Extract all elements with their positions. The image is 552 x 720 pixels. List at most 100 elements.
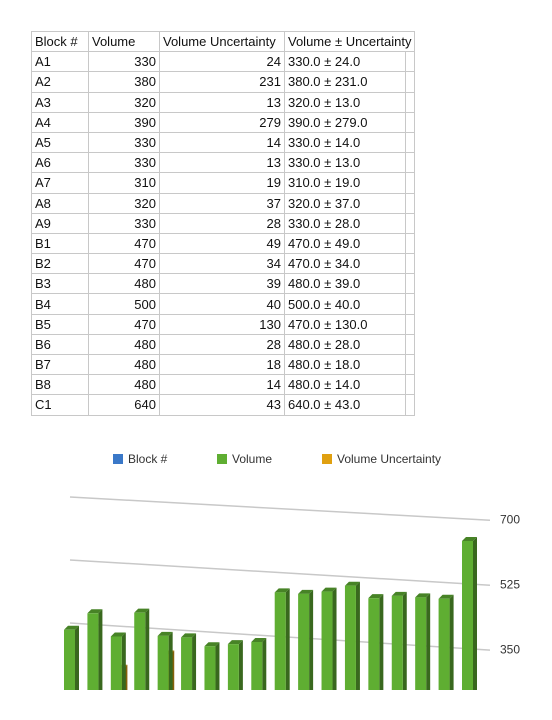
bar-front [204, 646, 216, 690]
bar-side [473, 536, 477, 690]
table-row: A7 310 19 310.0 ± 19.0 [31, 172, 416, 194]
table-cell: A7 [31, 172, 89, 194]
bar-side [121, 632, 126, 690]
bar-front [391, 595, 403, 690]
bar-side [168, 631, 173, 690]
table-row: A9 330 28 330.0 ± 28.0 [31, 212, 416, 234]
bar-top [298, 589, 314, 594]
plot-area [64, 496, 491, 690]
table-row: B7 480 18 480.0 ± 18.0 [31, 353, 416, 376]
bar-front [462, 540, 473, 690]
table-cell: B4 [31, 293, 89, 315]
bar-side [192, 633, 197, 690]
bar-front [344, 585, 356, 690]
legend-label: Volume [232, 452, 272, 466]
table-row: A4 390 279 390.0 ± 279.0 [31, 111, 416, 133]
y-tick-label: 350 [500, 642, 520, 656]
bar [415, 593, 431, 690]
table-cell: 470.0 ± 49.0 [284, 232, 406, 255]
bar-top [227, 640, 243, 645]
bar [391, 591, 407, 690]
bar-top [344, 581, 360, 586]
bar-side [75, 625, 79, 690]
bar-front [415, 597, 427, 690]
bar-side [309, 589, 314, 690]
bar-top [87, 609, 103, 614]
bar-front [87, 613, 99, 690]
bar-top [204, 642, 220, 647]
bar [134, 608, 150, 690]
table-cell: 390 [88, 111, 160, 133]
bar-front [64, 629, 75, 690]
bar-front [298, 593, 310, 690]
bar-top [64, 625, 79, 630]
bar-top [134, 608, 150, 613]
bar-side [426, 593, 431, 690]
bar [87, 609, 103, 690]
bar [110, 632, 126, 690]
bar-top [438, 594, 454, 599]
bar [462, 536, 477, 690]
table-cell: B5 [31, 313, 89, 335]
table-cell: 43 [159, 394, 285, 416]
bar-top [462, 536, 477, 541]
table-cell: B2 [31, 253, 89, 275]
bar-front [368, 598, 380, 690]
table-cell: A1 [31, 51, 89, 73]
table-cell: 49 [159, 232, 285, 255]
bar-side [238, 640, 243, 690]
bar-side [402, 591, 407, 690]
y-tick-label: 700 [500, 512, 520, 526]
bar [344, 581, 360, 690]
table-row: A8 320 37 320.0 ± 37.0 [31, 192, 416, 214]
table-row: B2 470 34 470.0 ± 34.0 [31, 253, 416, 275]
bar-front [438, 598, 450, 690]
table-cell: 470 [88, 313, 160, 335]
bar-front [134, 612, 146, 690]
legend-swatch [217, 454, 227, 464]
legend-label: Block # [128, 452, 168, 466]
table-cell [404, 394, 416, 416]
table-cell: 330 [88, 131, 160, 154]
bar-front [110, 636, 122, 690]
grid-line [69, 496, 491, 522]
table-cell: 330.0 ± 13.0 [284, 152, 406, 174]
bar [321, 587, 337, 690]
table-row: A6 330 13 330.0 ± 13.0 [31, 152, 416, 174]
table-cell: 330.0 ± 14.0 [284, 131, 406, 154]
bar-front [274, 592, 286, 690]
bar [227, 640, 243, 690]
bar-side [215, 642, 220, 690]
table-row: B8 480 14 480.0 ± 14.0 [31, 374, 416, 396]
table-cell: 480 [88, 374, 160, 396]
bar-side [355, 581, 360, 690]
bar-top [274, 588, 290, 593]
bar-top [251, 638, 267, 643]
bar-side [285, 588, 290, 690]
bar [274, 588, 290, 690]
bar-side [379, 594, 384, 690]
bar [157, 631, 173, 690]
table-cell: 480.0 ± 18.0 [284, 353, 406, 376]
bar-top [368, 594, 384, 599]
table-cell: C1 [31, 394, 89, 416]
table-row: A2 380 231 380.0 ± 231.0 [31, 71, 416, 93]
legend-label: Volume Uncertainty [337, 452, 441, 466]
bar [298, 589, 314, 690]
grid-line [69, 559, 491, 586]
table-row: C1 640 43 640.0 ± 43.0 [31, 394, 416, 416]
table-cell: 320 [88, 192, 160, 214]
data-table: Block # Volume Volume Uncertainty Volume ± … [31, 30, 416, 416]
table-cell: 480 [88, 333, 160, 356]
legend-swatch [322, 454, 332, 464]
bar-side [145, 608, 150, 690]
bar-side [98, 609, 103, 690]
bar-front [321, 591, 333, 690]
table-cell: 320.0 ± 37.0 [284, 192, 406, 214]
bar [204, 642, 220, 690]
bar-side [449, 594, 454, 690]
table-cell: 320.0 ± 13.0 [284, 91, 406, 113]
bar-side [332, 587, 337, 690]
table-row: B1 470 49 470.0 ± 49.0 [31, 232, 416, 255]
